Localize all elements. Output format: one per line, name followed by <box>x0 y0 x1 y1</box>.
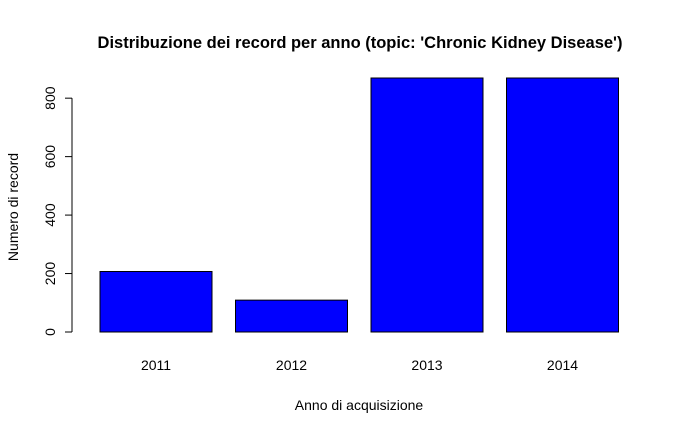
x-tick-labels: 2011 2012 2013 2014 <box>141 357 578 373</box>
y-axis: 0 200 400 600 800 <box>42 86 73 336</box>
y-tick-label-200: 200 <box>42 262 58 286</box>
bars-group <box>99 77 619 333</box>
x-tick-label-2014: 2014 <box>547 357 578 373</box>
bar-2014 <box>506 77 619 333</box>
bar-2013 <box>370 77 484 333</box>
x-tick-label-2013: 2013 <box>411 357 442 373</box>
y-tick-label-600: 600 <box>42 145 58 169</box>
bar-2011 <box>99 270 213 333</box>
x-tick-label-2011: 2011 <box>141 357 171 373</box>
y-tick-label-0: 0 <box>42 328 58 336</box>
x-tick-label-2012: 2012 <box>276 357 307 373</box>
chart-title: Distribuzione dei record per anno (topic… <box>98 34 623 52</box>
y-tick-label-800: 800 <box>42 86 58 110</box>
y-axis-label: Numero di record <box>5 153 21 261</box>
y-tick-label-400: 400 <box>42 203 58 227</box>
x-axis-label: Anno di acquisizione <box>295 397 424 413</box>
bar-2012 <box>235 299 348 333</box>
